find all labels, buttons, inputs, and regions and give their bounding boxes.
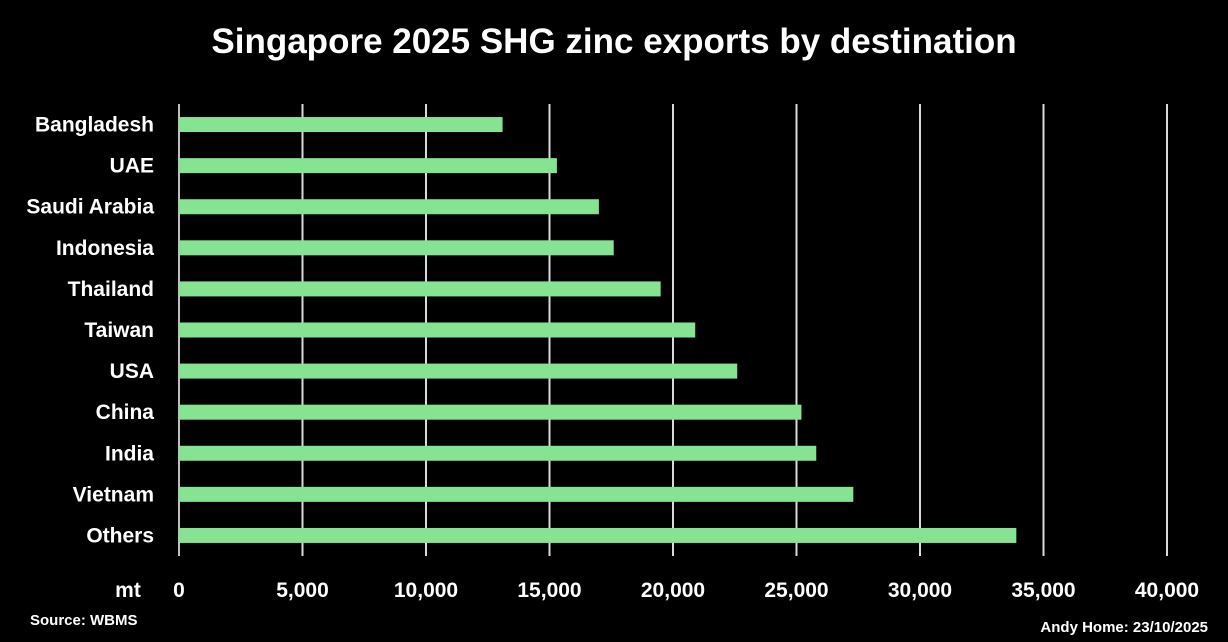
x-tick-label: 25,000 [764,579,828,602]
category-label: Saudi Arabia [26,196,154,219]
bar-indonesia [179,240,614,256]
category-label: Bangladesh [35,114,154,137]
bar-saudi-arabia [179,199,599,215]
chart-title: Singapore 2025 SHG zinc exports by desti… [211,22,1017,61]
x-axis-label: mt [115,579,141,602]
bar-others [179,527,1017,543]
x-tick-label: 5,000 [276,579,329,602]
category-label: Others [86,524,154,547]
category-label: Indonesia [56,237,154,260]
bar-bangladesh [179,117,503,133]
bar-china [179,404,802,420]
x-tick-label: 35,000 [1011,579,1075,602]
x-tick-label: 40,000 [1135,579,1199,602]
bar-vietnam [179,486,854,502]
source-note: Source: WBMS [30,612,138,629]
x-tick-label: 30,000 [888,579,952,602]
x-tick-label: 0 [173,579,185,602]
x-tick-label: 15,000 [517,579,581,602]
category-label: UAE [110,155,154,178]
bar-uae [179,158,557,174]
category-label: Taiwan [84,319,154,342]
x-tick-label: 10,000 [394,579,458,602]
category-label: Vietnam [73,483,154,506]
bar-usa [179,363,738,379]
category-label: India [105,442,154,465]
x-tick-label: 20,000 [641,579,705,602]
category-label: China [96,401,155,424]
bar-thailand [179,281,661,297]
category-label: Thailand [68,278,154,301]
author-credit: Andy Home: 23/10/2025 [1040,619,1208,636]
category-label: USA [110,360,154,383]
bar-taiwan [179,322,696,338]
bar-india [179,445,817,461]
